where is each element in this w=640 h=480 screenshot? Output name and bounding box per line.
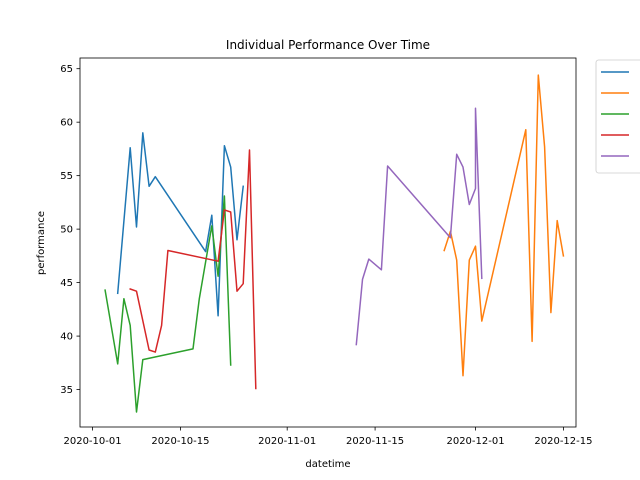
y-axis-label: performance: [36, 211, 47, 275]
series-2-line: [443, 74, 565, 377]
x-tick-label: 2020-12-01: [446, 436, 504, 447]
y-axis: 35 40 45 50 55 60 65: [60, 64, 80, 396]
series-5-line: [355, 107, 483, 346]
y-tick-label: 65: [60, 64, 73, 75]
y-tick-label: 50: [60, 225, 73, 236]
x-tick-label: 2020-10-01: [63, 436, 121, 447]
y-tick-label: 45: [60, 278, 73, 289]
x-tick-label: 2020-11-15: [346, 436, 404, 447]
series-1-line: [116, 132, 245, 317]
x-tick-label: 2020-10-15: [151, 436, 209, 447]
series-lines: [104, 74, 565, 413]
series-3-line: [104, 195, 232, 413]
x-axis-label: datetime: [305, 459, 350, 470]
x-axis: 2020-10-01 2020-10-15 2020-11-01 2020-11-15…: [63, 427, 593, 447]
x-tick-label: 2020-11-01: [258, 436, 316, 447]
chart-title: Individual Performance Over Time: [226, 38, 430, 52]
legend: [595, 59, 640, 174]
legend-box: [595, 59, 640, 174]
plot-frame: [79, 57, 577, 428]
y-tick-label: 60: [60, 118, 73, 129]
y-tick-label: 40: [60, 332, 73, 343]
y-tick-label: 35: [60, 385, 73, 396]
x-tick-label: 2020-12-15: [534, 436, 592, 447]
series-4-line: [129, 149, 257, 390]
y-tick-label: 55: [60, 171, 73, 182]
